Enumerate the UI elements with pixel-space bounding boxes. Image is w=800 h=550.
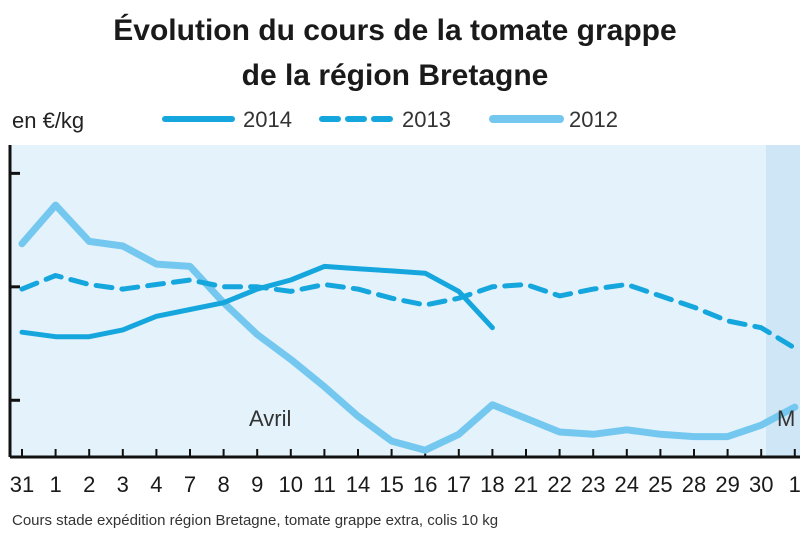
x-tick-label: 8 — [217, 472, 229, 497]
x-tick-label: 22 — [547, 472, 571, 497]
x-tick-label: 30 — [749, 472, 773, 497]
legend-label-2014: 2014 — [243, 107, 292, 132]
x-tick-label: 24 — [615, 472, 639, 497]
x-tick-label: 16 — [413, 472, 437, 497]
x-tick-label: 2 — [83, 472, 95, 497]
source-note: Cours stade expédition région Bretagne, … — [12, 512, 498, 529]
legend: 2014 2013 2012 — [162, 107, 618, 132]
x-tick-label: 28 — [682, 472, 706, 497]
x-tick-label: 1 — [789, 472, 800, 497]
x-tick-label: 21 — [514, 472, 538, 497]
series-layer — [18, 201, 799, 454]
x-tick-label: 1 — [49, 472, 61, 497]
x-tick-label: 4 — [150, 472, 162, 497]
chart-title-line-1: Évolution du cours de la tomate grappe — [113, 13, 676, 47]
x-tick-label: 25 — [648, 472, 672, 497]
x-tick-label: 23 — [581, 472, 605, 497]
chart-title-line-2: de la région Bretagne — [242, 59, 549, 92]
unit-label: en €/kg — [12, 108, 84, 133]
series-line-2012 — [18, 201, 799, 454]
x-tick-label: 17 — [447, 472, 471, 497]
legend-label-2013: 2013 — [402, 107, 451, 132]
x-tick-label: 14 — [346, 472, 370, 497]
x-tick-label: 11 — [313, 472, 336, 497]
legend-label-2012: 2012 — [569, 107, 618, 132]
x-tick-label: 3 — [117, 472, 129, 497]
series-line-2013 — [19, 273, 798, 351]
series-line-2014 — [19, 263, 495, 340]
x-tick-label: 9 — [251, 472, 263, 497]
x-tick-label: 15 — [379, 472, 403, 497]
x-tick-label: 31 — [10, 472, 34, 497]
x-tick-label: 18 — [480, 472, 504, 497]
y-axis — [8, 145, 20, 457]
x-tick-label: 7 — [184, 472, 196, 497]
x-axis: 31 1 2 3 4 7 8 9 10 11 14 15 16 17 18 21 22 23 24 25 28 29 30 1 — [10, 449, 800, 497]
annotation-next-month: M — [777, 406, 795, 431]
x-tick-label: 10 — [279, 472, 303, 497]
x-tick-label: 29 — [715, 472, 739, 497]
annotation-avril: Avril — [249, 406, 291, 431]
